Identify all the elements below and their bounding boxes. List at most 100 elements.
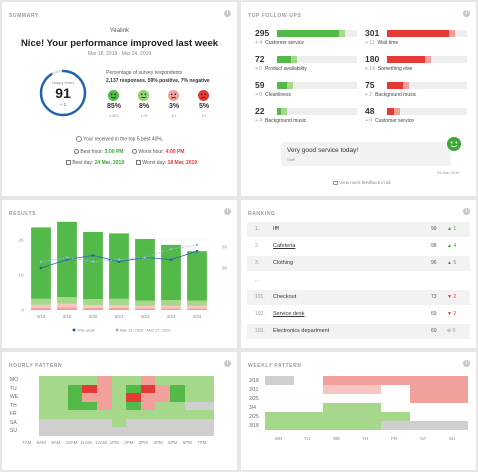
heat-cell[interactable] — [126, 410, 141, 419]
heat-cell[interactable] — [111, 376, 127, 385]
bar-segment[interactable] — [57, 303, 77, 308]
heat-cell[interactable] — [82, 393, 97, 402]
heat-cell[interactable] — [184, 384, 200, 393]
bar-segment[interactable] — [161, 305, 181, 309]
heat-cell[interactable] — [184, 393, 200, 402]
bar-segment[interactable] — [161, 308, 181, 310]
heat-cell[interactable] — [38, 427, 54, 436]
ranking-row[interactable]: 101. Checkout 73 ▼ 2 — [247, 290, 470, 305]
followup-item[interactable]: 301 + 11 Wait time — [365, 28, 469, 52]
heat-cell[interactable] — [199, 393, 214, 402]
heat-cell[interactable] — [82, 418, 97, 427]
heat-cell[interactable] — [170, 376, 185, 385]
heat-cell[interactable] — [38, 410, 54, 419]
heat-cell[interactable] — [352, 403, 381, 412]
heat-cell[interactable] — [410, 376, 439, 385]
heat-cell[interactable] — [140, 393, 156, 402]
heat-cell[interactable] — [111, 418, 127, 427]
heat-cell[interactable] — [97, 384, 112, 393]
ranking-row[interactable]: 103. Electronics department 60 ⊕ 0 — [247, 324, 470, 339]
heat-cell[interactable] — [155, 376, 170, 385]
bar-segment[interactable] — [135, 308, 155, 310]
heat-cell[interactable] — [410, 385, 439, 394]
heat-cell[interactable] — [97, 410, 112, 419]
heat-cell[interactable] — [170, 401, 185, 410]
heat-cell[interactable] — [67, 410, 83, 419]
heat-cell[interactable] — [38, 401, 54, 410]
ranking-row[interactable]: 1. Ifff 99 ▲ 1 — [247, 222, 470, 237]
bar-segment[interactable] — [83, 305, 103, 308]
heat-cell[interactable] — [67, 401, 83, 410]
bar-segment[interactable] — [187, 251, 207, 301]
heat-cell[interactable] — [53, 427, 68, 436]
bar-segment[interactable] — [31, 307, 51, 310]
heat-cell[interactable] — [294, 421, 323, 430]
trend-point[interactable] — [143, 256, 147, 259]
heat-cell[interactable] — [323, 403, 352, 412]
heat-cell[interactable] — [67, 384, 83, 393]
heat-cell[interactable] — [352, 385, 381, 394]
heat-cell[interactable] — [439, 421, 468, 430]
trend-point[interactable] — [117, 260, 121, 263]
info-icon[interactable]: i — [224, 208, 231, 215]
bar-segment[interactable] — [31, 304, 51, 308]
heat-cell[interactable] — [352, 412, 381, 421]
heat-cell[interactable] — [53, 401, 68, 410]
bar-segment[interactable] — [135, 238, 155, 301]
heat-cell[interactable] — [265, 421, 294, 430]
heat-cell[interactable] — [184, 401, 200, 410]
info-icon[interactable]: i — [224, 10, 231, 17]
heat-cell[interactable] — [323, 412, 352, 421]
heat-cell[interactable] — [111, 393, 127, 402]
heat-cell[interactable] — [199, 376, 214, 385]
heat-cell[interactable] — [381, 421, 410, 430]
heat-cell[interactable] — [199, 418, 214, 427]
heat-cell[interactable] — [97, 427, 112, 436]
trend-point[interactable] — [195, 249, 199, 253]
heat-cell[interactable] — [82, 384, 97, 393]
heat-cell[interactable] — [140, 376, 156, 385]
bar-segment[interactable] — [31, 227, 51, 299]
info-icon[interactable]: i — [224, 360, 231, 367]
view-more-link[interactable]: View more feedback in all — [333, 180, 390, 185]
heat-cell[interactable] — [155, 410, 170, 419]
heat-cell[interactable] — [155, 427, 170, 436]
heat-cell[interactable] — [53, 384, 68, 393]
trend-point[interactable] — [39, 266, 43, 270]
heat-cell[interactable] — [53, 418, 68, 427]
info-icon[interactable]: i — [463, 360, 470, 367]
heat-cell[interactable] — [53, 376, 68, 385]
ranking-row[interactable]: 102. Service desk 69 ▼ 2 — [247, 307, 470, 322]
trend-point[interactable] — [91, 254, 95, 257]
heat-cell[interactable] — [140, 418, 156, 427]
trend-point[interactable] — [169, 258, 173, 261]
ranking-row[interactable]: 2. Cafeteria 98 ▲ 4 — [247, 239, 470, 254]
heat-cell[interactable] — [82, 401, 97, 410]
heat-cell[interactable] — [352, 376, 381, 385]
heat-cell[interactable] — [111, 401, 127, 410]
heat-cell[interactable] — [38, 393, 54, 402]
heat-cell[interactable] — [53, 393, 68, 402]
heat-cell[interactable] — [184, 410, 200, 419]
bar-segment[interactable] — [135, 300, 155, 306]
bar-segment[interactable] — [57, 297, 77, 304]
bar-segment[interactable] — [83, 231, 103, 300]
heat-cell[interactable] — [439, 394, 468, 403]
heat-cell[interactable] — [170, 410, 185, 419]
heat-cell[interactable] — [111, 427, 127, 436]
followup-item[interactable]: 59 + 0 Cleanliness — [255, 80, 359, 104]
heat-cell[interactable] — [126, 376, 141, 385]
heat-cell[interactable] — [155, 393, 170, 402]
heat-cell[interactable] — [199, 384, 214, 393]
bar-segment[interactable] — [109, 233, 129, 299]
bar-segment[interactable] — [161, 300, 181, 306]
bar-segment[interactable] — [187, 305, 207, 309]
bar-segment[interactable] — [161, 244, 181, 301]
followup-item[interactable]: 48 + 0 Customer service — [365, 106, 469, 130]
heat-cell[interactable] — [323, 376, 352, 385]
bar-segment[interactable] — [187, 300, 207, 306]
heat-cell[interactable] — [439, 385, 468, 394]
bar-segment[interactable] — [135, 305, 155, 309]
heat-cell[interactable] — [199, 427, 214, 436]
bar-segment[interactable] — [83, 299, 103, 306]
